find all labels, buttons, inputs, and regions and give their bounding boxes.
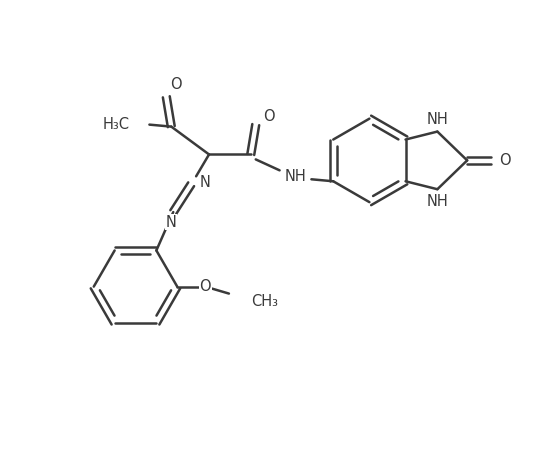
Text: O: O [199, 279, 211, 294]
Text: O: O [263, 109, 274, 124]
Text: N: N [200, 175, 211, 190]
Text: NH: NH [426, 112, 448, 127]
Text: NH: NH [426, 194, 448, 209]
Text: O: O [499, 153, 511, 168]
Text: N: N [166, 215, 177, 230]
Text: NH: NH [284, 169, 306, 184]
Text: CH₃: CH₃ [251, 294, 278, 309]
Text: O: O [170, 77, 182, 92]
Text: H₃C: H₃C [102, 117, 130, 132]
